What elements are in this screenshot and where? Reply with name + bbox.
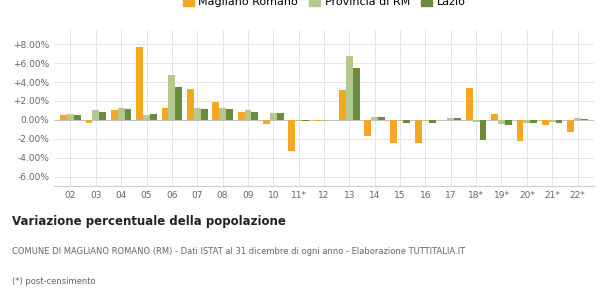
Bar <box>466 88 473 120</box>
Bar <box>523 120 530 123</box>
Bar <box>118 109 125 120</box>
Bar <box>125 110 131 120</box>
Bar <box>397 120 403 121</box>
Bar <box>479 120 487 140</box>
Text: (*) post-censimento: (*) post-censimento <box>12 278 95 286</box>
Bar <box>530 120 537 123</box>
Bar <box>226 110 233 120</box>
Bar <box>378 118 385 120</box>
Bar <box>111 110 118 120</box>
Bar <box>364 120 371 136</box>
Bar <box>212 102 219 120</box>
Bar <box>415 120 422 143</box>
Bar <box>277 113 284 120</box>
Bar <box>422 120 429 121</box>
Bar <box>567 120 574 132</box>
Bar <box>556 120 562 123</box>
Bar <box>238 112 245 120</box>
Bar <box>403 120 410 123</box>
Bar <box>549 120 556 122</box>
Bar <box>346 56 353 120</box>
Bar <box>86 120 92 123</box>
Bar <box>289 120 295 151</box>
Legend: Magliano Romano, Provincia di RM, Lazio: Magliano Romano, Provincia di RM, Lazio <box>178 0 470 11</box>
Bar <box>136 47 143 120</box>
Bar <box>60 115 67 120</box>
Bar <box>187 88 194 120</box>
Bar <box>143 115 150 120</box>
Bar <box>448 118 454 120</box>
Bar <box>251 112 258 120</box>
Text: Variazione percentuale della popolazione: Variazione percentuale della popolazione <box>12 214 286 227</box>
Bar <box>99 112 106 120</box>
Bar <box>320 120 328 121</box>
Bar <box>175 87 182 120</box>
Bar <box>390 120 397 143</box>
Bar <box>200 110 208 120</box>
Text: COMUNE DI MAGLIANO ROMANO (RM) - Dati ISTAT al 31 dicembre di ogni anno - Elabor: COMUNE DI MAGLIANO ROMANO (RM) - Dati IS… <box>12 248 465 256</box>
Bar <box>67 114 74 120</box>
Bar <box>92 110 99 120</box>
Bar <box>339 90 346 120</box>
Bar <box>270 113 277 120</box>
Bar <box>219 109 226 120</box>
Bar <box>161 107 169 120</box>
Bar <box>314 120 320 121</box>
Bar <box>454 118 461 120</box>
Bar <box>542 120 549 124</box>
Bar <box>150 114 157 120</box>
Bar <box>498 120 505 124</box>
Bar <box>194 109 200 120</box>
Bar <box>302 120 309 121</box>
Bar <box>505 120 512 124</box>
Bar <box>429 120 436 123</box>
Bar <box>581 119 588 120</box>
Bar <box>473 120 479 122</box>
Bar <box>295 120 302 121</box>
Bar <box>245 110 251 120</box>
Bar <box>574 118 581 120</box>
Bar <box>74 115 81 120</box>
Bar <box>371 117 378 120</box>
Bar <box>491 114 498 120</box>
Bar <box>517 120 523 141</box>
Bar <box>169 75 175 120</box>
Bar <box>353 68 359 120</box>
Bar <box>263 120 270 124</box>
